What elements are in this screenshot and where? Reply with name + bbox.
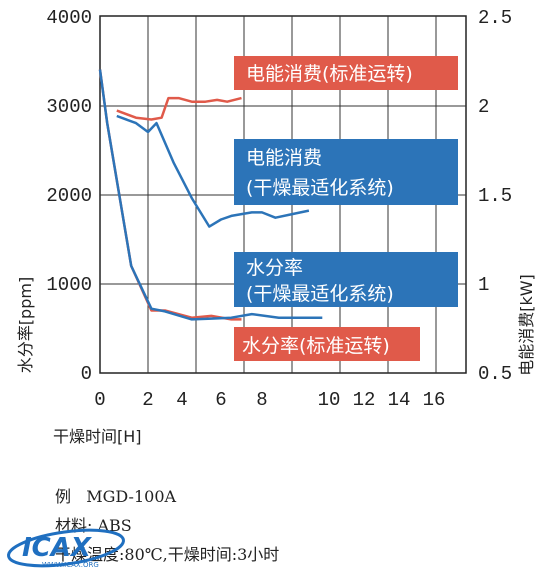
y-left-tick-label: 3000	[46, 96, 92, 118]
annotation-label: (干燥最适化系统)	[246, 177, 394, 199]
y-left-tick-label: 4000	[46, 7, 92, 29]
watermark-subtext: WWW.ICAX.ORG	[42, 561, 99, 569]
series-layer	[98, 69, 323, 321]
y-right-tick-label: 1	[478, 274, 489, 296]
annotation-box	[234, 139, 458, 205]
chart: 电能消费(标准运转) 电能消费 (干燥最适化系统) 水分率 (干燥最适化系统) 水分率(标…	[16, 7, 536, 446]
annotation-box	[234, 56, 458, 90]
x-tick-label: 0	[94, 389, 105, 411]
x-tick-label: 16	[423, 389, 446, 411]
y-left-tick-label: 1000	[46, 274, 92, 296]
note-condition: 干燥温度:80℃,干燥时间:3小时	[55, 545, 280, 564]
watermark-logo: ICAX WWW.ICAX.ORG	[7, 528, 125, 569]
y-right-tick-label: 2.5	[478, 7, 512, 29]
annotation-box	[234, 327, 420, 361]
annotation-label: 电能消费(标准运转)	[246, 63, 413, 85]
x-tick-label: 2	[142, 389, 153, 411]
watermark-swoosh	[7, 528, 125, 568]
watermark-text: ICAX	[22, 533, 93, 563]
y-left-tick-label: 2000	[46, 185, 92, 207]
x-tick-label: 10	[318, 389, 341, 411]
series-line-1	[116, 96, 242, 121]
y-right-tick-label: 1.5	[478, 185, 512, 207]
series-line-2	[116, 114, 310, 228]
annotation-label: (干燥最适化系统)	[246, 283, 394, 305]
annotation-label: 水分率	[246, 257, 303, 279]
y-axis-right-title: 电能消费[kW]	[517, 274, 536, 376]
annotation-label: 电能消费	[246, 147, 322, 169]
x-axis-title: 干燥时间[H]	[53, 427, 142, 446]
annotation-label: 水分率(标准运转)	[242, 335, 390, 357]
x-tick-label: 6	[215, 389, 226, 411]
x-tick-label: 8	[256, 389, 267, 411]
x-tick-label: 12	[353, 389, 376, 411]
annotation-box	[234, 252, 458, 307]
y-right-tick-label: 2	[478, 96, 489, 118]
annotation-layer: 电能消费(标准运转) 电能消费 (干燥最适化系统) 水分率 (干燥最适化系统) 水分率(标…	[234, 56, 458, 361]
x-tick-label: 4	[176, 389, 187, 411]
x-tick-label: 14	[388, 389, 411, 411]
y-right-tick-label: 0.5	[478, 363, 512, 385]
tick-labels: 0 2 4 6 8 10 12 14 16 0 1000 2000 3000 4000 0.5 1 1.5 2 2.…	[46, 7, 512, 411]
note-example: 例 MGD-100A	[55, 487, 177, 506]
y-axis-left-title: 水分率[ppm]	[16, 277, 35, 373]
y-left-tick-label: 0	[81, 363, 92, 385]
series-line-4	[98, 69, 323, 321]
